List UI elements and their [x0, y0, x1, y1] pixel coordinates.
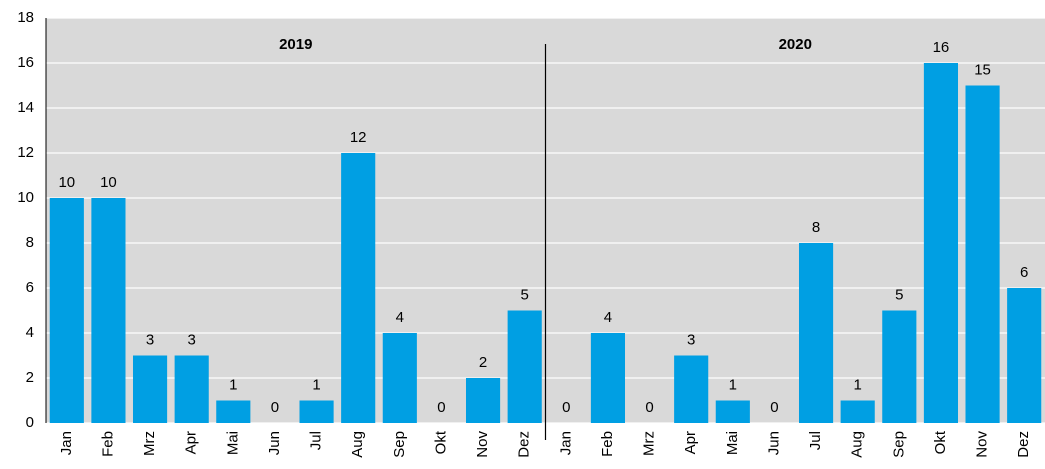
value-label: 0: [645, 399, 653, 416]
y-tick-label: 0: [26, 414, 34, 431]
bar: [798, 243, 834, 423]
y-tick-label: 4: [26, 324, 34, 341]
value-label: 4: [396, 309, 404, 326]
value-label: 12: [350, 129, 367, 146]
group-label: 2020: [779, 36, 812, 53]
value-label: 4: [604, 309, 612, 326]
bar: [923, 63, 959, 423]
y-tick-label: 12: [17, 144, 34, 161]
value-label: 1: [312, 376, 320, 393]
value-label: 5: [521, 286, 529, 303]
x-tick-label: Jun: [765, 431, 782, 455]
x-tick-label: Jul: [807, 431, 824, 450]
bar: [299, 400, 334, 423]
value-label: 0: [562, 399, 570, 416]
value-label: 3: [146, 331, 154, 348]
x-tick-label: Jan: [557, 431, 574, 455]
bar: [382, 333, 417, 423]
x-tick-label: Mai: [224, 431, 241, 455]
value-label: 0: [770, 399, 778, 416]
bar: [174, 355, 209, 423]
y-tick-label: 10: [17, 189, 34, 206]
bar: [590, 333, 626, 423]
x-tick-label: Mrz: [141, 431, 158, 456]
bar: [465, 378, 501, 423]
bar: [674, 355, 709, 423]
bar: [132, 355, 168, 423]
x-tick-label: Feb: [599, 431, 616, 457]
bar: [49, 198, 84, 423]
x-tick-label: Jun: [266, 431, 283, 455]
bar: [840, 400, 875, 423]
x-tick-label: Feb: [99, 431, 116, 457]
bar: [882, 310, 917, 423]
y-tick-label: 8: [26, 234, 34, 251]
value-label: 5: [895, 286, 903, 303]
x-tick-label: Dez: [1015, 431, 1032, 458]
y-tick-label: 14: [17, 99, 34, 116]
x-tick-label: Aug: [349, 431, 366, 458]
x-tick-label: Sep: [391, 431, 408, 458]
x-tick-label: Apr: [183, 431, 200, 454]
value-label: 3: [687, 331, 695, 348]
bar: [341, 153, 376, 423]
value-label: 10: [58, 174, 75, 191]
value-label: 2: [479, 354, 487, 371]
x-tick-label: Mrz: [641, 431, 658, 456]
x-tick-label: Sep: [890, 431, 907, 458]
x-tick-label: Nov: [974, 431, 991, 458]
value-label: 1: [729, 376, 737, 393]
x-tick-label: Jul: [308, 431, 325, 450]
value-label: 6: [1020, 264, 1028, 281]
x-tick-label: Jan: [58, 431, 75, 455]
value-label: 0: [437, 399, 445, 416]
x-tick-label: Dez: [516, 431, 533, 458]
y-tick-label: 16: [17, 54, 34, 71]
bar: [91, 198, 126, 423]
x-tick-label: Mai: [724, 431, 741, 455]
x-tick-label: Okt: [432, 430, 449, 454]
bar: [965, 85, 1000, 423]
x-tick-label: Okt: [932, 430, 949, 454]
value-label: 10: [100, 174, 117, 191]
x-tick-label: Nov: [474, 431, 491, 458]
x-tick-label: Apr: [682, 431, 699, 454]
group-label: 2019: [279, 36, 312, 53]
y-tick-label: 18: [17, 9, 34, 26]
value-label: 8: [812, 219, 820, 236]
bar: [715, 400, 750, 423]
value-label: 3: [188, 331, 196, 348]
value-label: 1: [229, 376, 237, 393]
bar: [216, 400, 251, 423]
y-tick-label: 2: [26, 369, 34, 386]
bar: [1007, 288, 1042, 423]
value-label: 1: [854, 376, 862, 393]
value-label: 16: [933, 39, 950, 56]
value-label: 0: [271, 399, 279, 416]
y-tick-label: 6: [26, 279, 34, 296]
x-tick-label: Aug: [849, 431, 866, 458]
value-label: 15: [974, 61, 991, 78]
bar: [507, 310, 542, 423]
